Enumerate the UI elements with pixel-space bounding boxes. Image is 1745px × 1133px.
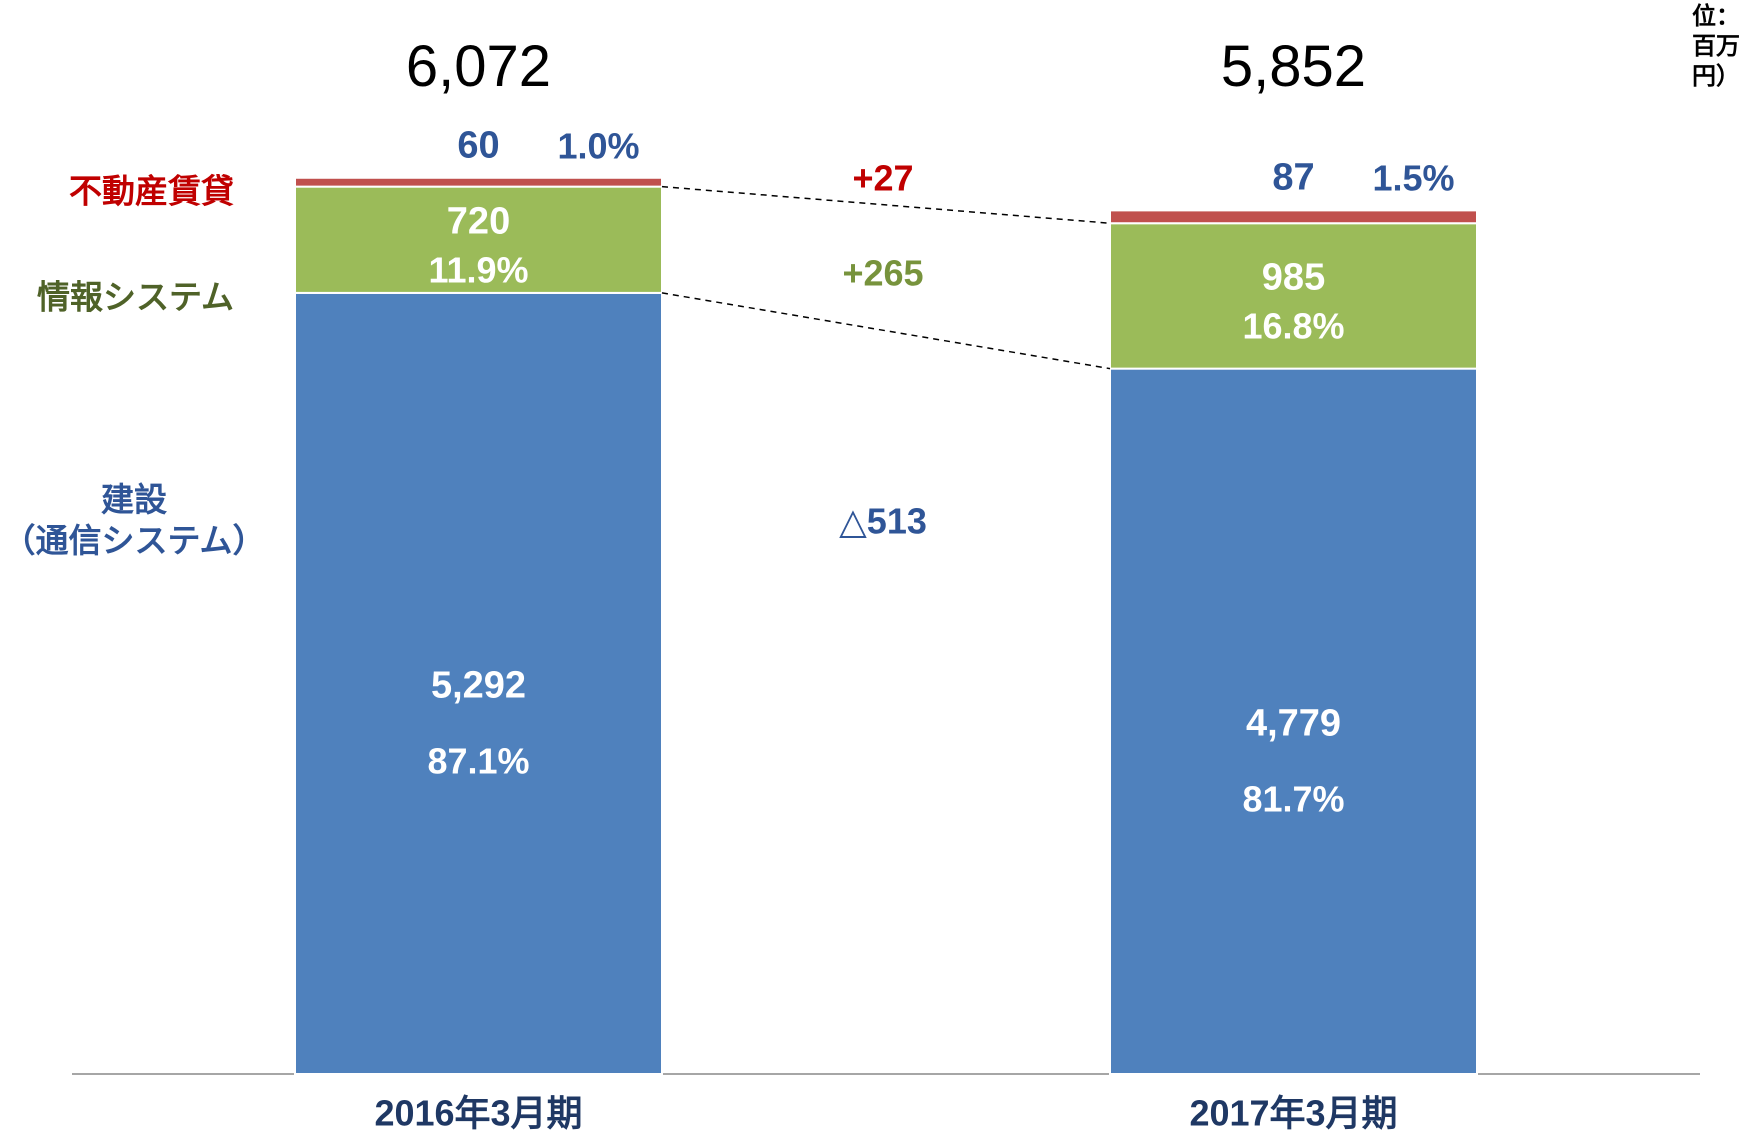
value-label: 5,292 [430,664,527,707]
total-label: 5,852 [1220,33,1367,99]
x-tick-label: 2017年3月期 [1189,1092,1398,1133]
connector [661,292,1111,370]
unit-label: （単位：百万円） [1692,3,1740,90]
legend-label: 情報システム [36,278,234,316]
bar-segment [1109,209,1478,225]
connector [661,185,1111,224]
bar-segment [294,176,663,188]
legend-label: 建設 （通信システム） [2,480,266,559]
value-label: 60 [457,124,500,167]
share-label: 16.8% [1242,305,1345,347]
change-label: +27 [852,157,914,199]
share-label: 87.1% [427,740,530,782]
bar-segment [294,291,663,1075]
value-label: 4,779 [1245,702,1342,745]
share-label: 11.9% [428,249,529,291]
share-label: 1.5% [1372,157,1455,199]
share-label: 81.7% [1242,778,1345,820]
value-label: 720 [446,200,511,242]
bar-segment [294,185,663,294]
x-tick-label: 2016年3月期 [374,1092,583,1133]
bar-segment [1109,367,1478,1075]
legend-label: 不動産賃貸 [69,172,234,210]
value-label: 87 [1272,156,1315,199]
change-label: +265 [842,252,924,294]
bar-segment [1109,222,1478,370]
value-label: 985 [1261,256,1326,299]
total-label: 6,072 [405,33,552,99]
change-label: △513 [839,500,927,542]
share-label: 1.0% [557,125,640,167]
